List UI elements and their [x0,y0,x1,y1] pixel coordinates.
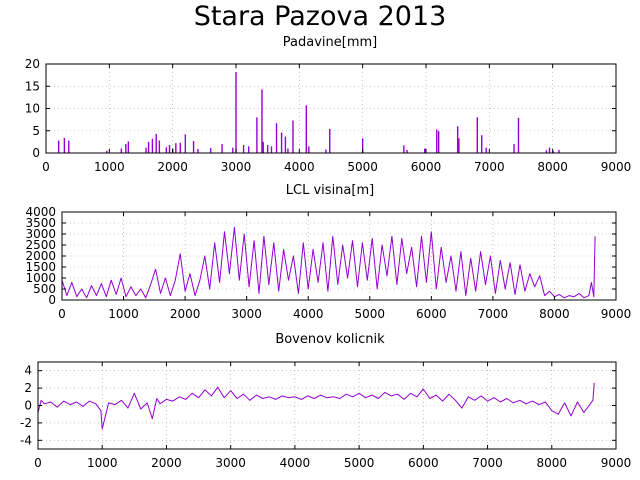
bowen-ratio-series-line [37,382,595,430]
bowen-ratio-y-tick-label: 2 [24,381,32,395]
lcl-height-y-tick-label: 0 [48,293,56,307]
bowen-ratio-x-tick-label: 1000 [87,456,118,470]
bowen-ratio-x-tick-label: 6000 [408,456,439,470]
lcl-height-x-tick-label: 7000 [478,307,509,321]
bowen-ratio-y-tick-label: 4 [24,364,32,378]
precipitation-x-tick-label: 5000 [347,160,378,174]
lcl-height-x-tick-label: 5000 [355,307,386,321]
precipitation-x-tick-label: 2000 [157,160,188,174]
precipitation-x-tick-label: 4000 [284,160,315,174]
lcl-height-y-tick-label: 1000 [25,271,56,285]
lcl-height-x-tick-label: 8000 [539,307,570,321]
precipitation-y-tick-label: 5 [32,124,40,138]
bowen-ratio-x-tick-label: 3000 [215,456,246,470]
lcl-height-x-tick-label: 3000 [231,307,262,321]
precipitation-x-tick-label: 7000 [474,160,505,174]
bowen-ratio-y-tick-label: 0 [24,399,32,413]
lcl-height-y-tick-label: 3500 [25,216,56,230]
lcl-height-y-tick-label: 4000 [25,205,56,219]
bowen-ratio-panel: Bovenov kolicnik 0 1000 2000 3000 4000 5000 600… [20,332,631,470]
precipitation-y-tick-label: 20 [25,57,40,71]
lcl-height-x-tick-label: 2000 [170,307,201,321]
precipitation-y-tick-label: 15 [25,79,40,93]
precipitation-x-tick-label: 1000 [94,160,125,174]
lcl-height-y-tick-label: 1500 [25,260,56,274]
bowen-ratio-x-tick-label: 9000 [601,456,632,470]
precipitation-x-tick-label: 8000 [537,160,568,174]
precipitation-x-tick-label: 6000 [411,160,442,174]
lcl-height-panel-title: LCL visina[m] [286,183,374,198]
bowen-ratio-y-tick-label: -4 [20,433,32,447]
precipitation-x-tick-label: 0 [42,160,50,174]
bowen-ratio-y-tick-label: -2 [20,416,32,430]
lcl-height-y-tick-label: 3000 [25,227,56,241]
precipitation-x-tick-label: 9000 [601,160,632,174]
lcl-height-y-tick-label: 2000 [25,249,56,263]
lcl-height-x-tick-label: 0 [58,307,66,321]
bowen-ratio-x-tick-label: 0 [34,456,42,470]
lcl-height-x-tick-label: 9000 [601,307,632,321]
precipitation-y-tick-label: 0 [32,146,40,160]
lcl-height-y-tick-label: 500 [33,282,56,296]
lcl-height-x-tick-label: 6000 [416,307,447,321]
bowen-ratio-x-tick-label: 8000 [537,456,568,470]
lcl-height-y-tick-label: 2500 [25,238,56,252]
bowen-ratio-panel-title: Bovenov kolicnik [275,332,385,347]
precipitation-panel: Padavine[mm] 0 1000 2000 3000 4000 5000 6000 700… [25,35,632,174]
bowen-ratio-x-tick-label: 7000 [472,456,503,470]
lcl-height-x-tick-label: 1000 [108,307,139,321]
precipitation-panel-title: Padavine[mm] [283,35,377,50]
lcl-height-series-line [61,226,596,299]
lcl-height-x-tick-label: 4000 [293,307,324,321]
bowen-ratio-x-tick-label: 5000 [344,456,375,470]
precipitation-x-tick-label: 3000 [221,160,252,174]
precipitation-y-tick-label: 10 [25,102,40,116]
bowen-ratio-x-tick-label: 2000 [151,456,182,470]
bowen-ratio-x-tick-label: 4000 [280,456,311,470]
lcl-height-panel: LCL visina[m] 0 1000 2000 3000 4000 5000 6000 70… [25,183,631,321]
chart-title: Stara Pazova 2013 [194,1,447,32]
